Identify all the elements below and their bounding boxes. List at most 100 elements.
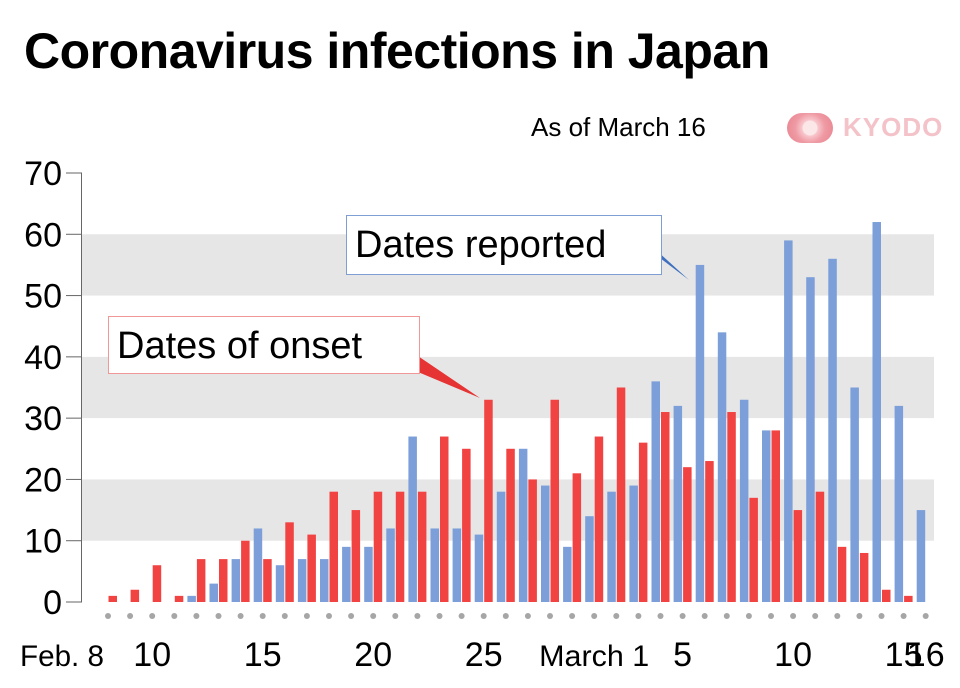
- bar-reported: [541, 485, 550, 602]
- bar-reported: [563, 546, 572, 602]
- bar-reported: [342, 546, 351, 602]
- bar-onset: [815, 491, 825, 602]
- x-axis-dots: [105, 613, 929, 619]
- y-axis: 0 10 20 30 40 50 60 70: [24, 155, 82, 622]
- bar-onset: [705, 461, 714, 602]
- bar-reported: [607, 491, 616, 602]
- chart-title: Coronavirus infections in Japan: [24, 23, 770, 79]
- bar-onset: [263, 559, 272, 602]
- bar-onset: [417, 491, 427, 602]
- bar-onset: [594, 436, 604, 602]
- x-tick-label: 10: [133, 636, 171, 674]
- bar-reported: [275, 565, 285, 602]
- bar-onset: [196, 559, 206, 602]
- x-axis-dot: [635, 613, 642, 619]
- bar-reported: [739, 399, 749, 602]
- bar-reported: [364, 546, 373, 602]
- x-axis-dot: [215, 613, 222, 619]
- x-axis-dot: [149, 613, 156, 619]
- x-tick-label: 20: [354, 636, 392, 674]
- bar-onset: [727, 412, 736, 602]
- bar-onset: [440, 436, 449, 602]
- x-axis-dot: [790, 613, 797, 619]
- x-axis-dot: [458, 613, 465, 619]
- bar-onset: [351, 510, 361, 602]
- y-tick-label: 30: [24, 400, 62, 438]
- x-axis-dot: [569, 613, 576, 619]
- bar-reported: [673, 405, 683, 602]
- x-tick-label: March 1: [539, 640, 649, 673]
- bar-onset: [683, 467, 692, 602]
- bar-reported: [695, 264, 705, 602]
- bar-onset: [395, 491, 405, 602]
- bar-onset: [462, 448, 471, 602]
- y-tick-label: 0: [43, 584, 62, 622]
- x-tick-label: 15: [244, 636, 282, 674]
- bar-onset: [307, 534, 316, 602]
- x-axis-dot: [392, 613, 399, 619]
- x-axis-dot: [326, 613, 332, 619]
- bar-reported: [651, 381, 660, 602]
- x-axis-dot: [701, 613, 708, 619]
- bar-reported: [209, 583, 218, 602]
- bar-onset: [749, 497, 758, 602]
- bar-onset: [373, 491, 383, 602]
- x-tick-label: Feb. 8: [20, 640, 104, 673]
- bar-onset: [506, 448, 515, 602]
- x-axis-dot: [105, 613, 111, 619]
- x-axis-dot: [414, 613, 421, 619]
- bar-reported: [518, 448, 528, 602]
- as-of-date: As of March 16: [531, 112, 706, 142]
- x-axis-dot: [613, 613, 620, 619]
- bar-reported: [872, 222, 881, 602]
- x-tick-label: 10: [774, 636, 812, 674]
- bar-reported: [828, 258, 837, 602]
- x-axis-dot: [657, 613, 664, 619]
- bar-onset: [219, 559, 228, 602]
- bar-reported: [474, 534, 484, 602]
- x-tick-label: 16: [907, 636, 945, 674]
- bar-reported: [850, 387, 859, 602]
- x-axis-dot: [480, 613, 487, 619]
- x-axis-dot: [878, 613, 885, 619]
- bar-onset: [616, 387, 626, 602]
- y-tick-label: 70: [24, 155, 62, 193]
- bar-reported: [386, 528, 395, 602]
- x-axis-dot: [834, 613, 841, 619]
- x-axis-dot: [723, 613, 730, 619]
- bar-onset: [550, 399, 559, 602]
- bar-reported: [784, 240, 793, 602]
- bar-reported: [496, 491, 506, 602]
- x-axis-dot: [370, 613, 377, 619]
- bar-reported: [916, 510, 926, 602]
- x-axis-dot: [127, 613, 134, 619]
- bar-onset: [285, 522, 294, 602]
- x-axis-dot: [193, 613, 200, 619]
- x-axis-dot: [281, 613, 288, 619]
- x-axis-dot: [303, 613, 310, 619]
- bar-reported: [762, 430, 771, 602]
- bar-onset: [661, 412, 670, 602]
- bar-reported: [408, 436, 417, 602]
- x-axis-dot: [812, 613, 819, 619]
- x-axis-dot: [591, 613, 598, 619]
- bar-reported: [806, 277, 815, 602]
- x-axis-dot: [171, 613, 178, 619]
- bar-onset: [771, 430, 780, 602]
- callout-dates-of-onset: Dates of onset: [108, 316, 420, 374]
- y-tick-label: 50: [24, 278, 62, 316]
- y-tick-label: 20: [24, 461, 62, 499]
- bar-onset: [130, 589, 140, 602]
- x-axis-dot: [900, 613, 907, 619]
- y-tick-label: 40: [24, 339, 62, 377]
- bar-onset: [859, 552, 869, 602]
- bar-onset: [572, 473, 582, 602]
- callout-dates-reported-label: Dates reported: [355, 224, 607, 266]
- bar-onset: [904, 595, 913, 602]
- kyodo-logo: KYODO: [787, 110, 947, 146]
- x-axis-dot: [237, 613, 244, 619]
- bar-onset: [241, 540, 250, 602]
- bar-reported: [629, 485, 638, 602]
